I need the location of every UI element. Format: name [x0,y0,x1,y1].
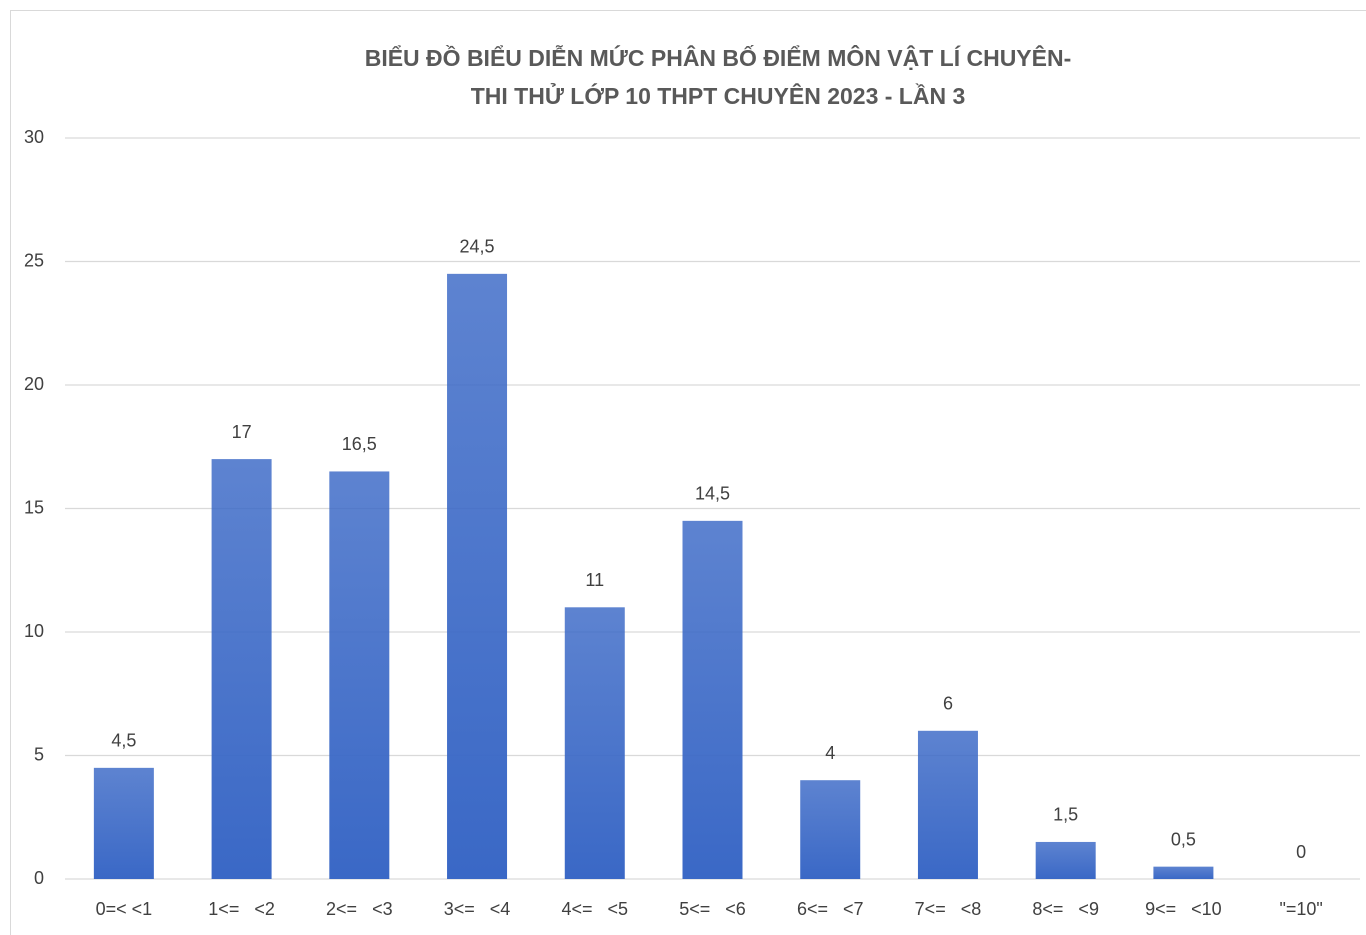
y-tick-label: 0 [34,868,44,888]
data-label: 0 [1296,842,1306,862]
y-tick-label: 10 [24,621,44,641]
data-label: 1,5 [1053,805,1078,825]
chart-title: THI THỬ LỚP 10 THPT CHUYÊN 2023 - LẦN 3 [471,81,966,109]
y-tick-label: 15 [24,497,44,517]
data-label: 17 [232,422,252,442]
x-tick-label: 4<= <5 [561,899,628,919]
data-label: 14,5 [695,484,730,504]
data-label: 24,5 [460,237,495,257]
x-tick-label: 5<= <6 [679,899,746,919]
bar [1153,866,1214,879]
y-tick-label: 25 [24,250,44,270]
y-tick-label: 20 [24,374,44,394]
x-tick-label: 9<= <10 [1145,899,1222,919]
data-label: 16,5 [342,434,377,454]
x-tick-label: 6<= <7 [797,899,864,919]
bar [800,780,861,879]
x-tick-label: "=10" [1279,899,1322,919]
bar [564,607,625,879]
y-tick-label: 5 [34,744,44,764]
x-tick-label: 8<= <9 [1032,899,1099,919]
data-label: 4,5 [111,731,136,751]
bar [93,767,154,879]
bar [1035,841,1096,879]
x-tick-label: 7<= <8 [915,899,982,919]
chart-title: BIỂU ĐỒ BIỂU DIỄN MỨC PHÂN BỐ ĐIỂM MÔN V… [365,43,1072,71]
bar [211,459,272,879]
bar [917,730,978,879]
x-tick-label: 2<= <3 [326,899,393,919]
data-label: 11 [585,570,604,590]
data-label: 4 [825,743,835,763]
x-tick-label: 3<= <4 [444,899,511,919]
bar [447,273,508,880]
bar [329,471,390,879]
data-label: 0,5 [1171,829,1196,849]
x-tick-label: 1<= <2 [208,899,275,919]
x-tick-label: 0=< <1 [96,899,153,919]
y-tick-label: 30 [24,127,44,147]
bar [682,520,743,879]
data-label: 6 [943,694,953,714]
